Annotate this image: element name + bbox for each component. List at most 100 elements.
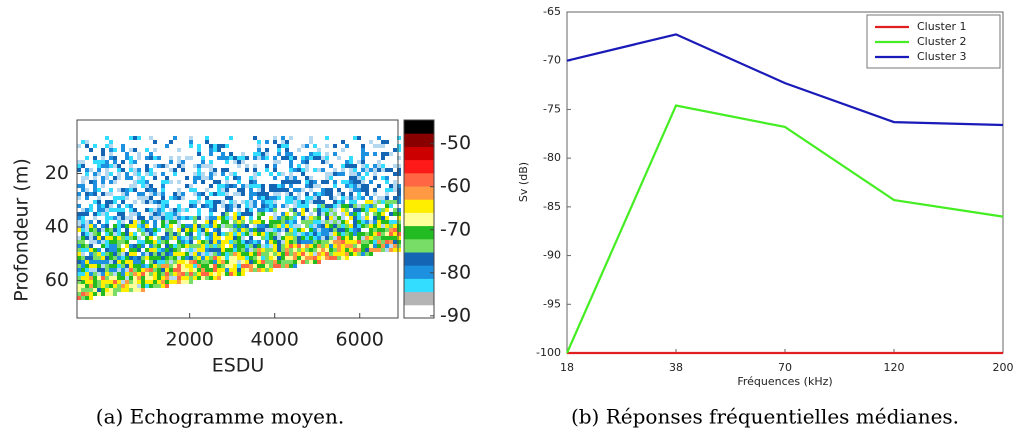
echogram-pixel: [149, 244, 153, 248]
echogram-pixel: [153, 260, 157, 264]
echogram-pixel: [133, 276, 137, 280]
echogram-pixel: [105, 208, 109, 212]
echogram-pixel: [213, 168, 217, 172]
echogram-pixel: [225, 180, 229, 184]
echogram-pixel: [357, 240, 361, 244]
colorbar-cell: [404, 120, 434, 134]
echogram-pixel: [357, 208, 361, 212]
echogram-pixel: [173, 172, 177, 176]
echogram-pixel: [245, 168, 249, 172]
echogram-pixel: [125, 240, 129, 244]
echogram-pixel: [241, 232, 245, 236]
echogram-pixel: [185, 280, 189, 284]
echogram-pixel: [209, 184, 213, 188]
echogram-pixel: [341, 196, 345, 200]
echogram-pixel: [221, 212, 225, 216]
echogram-pixel: [77, 240, 81, 244]
echogram-pixel: [141, 228, 145, 232]
echogram-pixel: [357, 244, 361, 248]
echogram-pixel: [181, 208, 185, 212]
echogram-pixel: [129, 204, 133, 208]
echogram-pixel: [237, 244, 241, 248]
echogram-pixel: [109, 204, 113, 208]
echogram-pixel: [89, 236, 93, 240]
echogram-pixel: [345, 196, 349, 200]
echogram-pixel: [157, 256, 161, 260]
echogram-pixel: [157, 156, 161, 160]
echogram-pixel: [317, 232, 321, 236]
echogram-pixel: [189, 276, 193, 280]
echogram-pixel: [93, 264, 97, 268]
echogram-pixel: [121, 144, 125, 148]
echogram-pixel: [125, 172, 129, 176]
echogram-pixel: [333, 152, 337, 156]
echogram-pixel: [281, 240, 285, 244]
echogram-pixel: [369, 248, 373, 252]
echogram-pixel: [221, 152, 225, 156]
echogram-pixel: [353, 172, 357, 176]
echogram-pixel: [277, 264, 281, 268]
echogram-pixel: [177, 148, 181, 152]
echogram-pixel: [137, 236, 141, 240]
echogram-pixel: [97, 196, 101, 200]
echogram-pixel: [105, 264, 109, 268]
echogram-pixel: [277, 256, 281, 260]
echogram-pixel: [273, 220, 277, 224]
echogram-pixel: [305, 232, 309, 236]
echogram-pixel: [389, 212, 393, 216]
echogram-pixel: [397, 168, 401, 172]
echogram-pixel: [341, 240, 345, 244]
echogram-pixel: [213, 240, 217, 244]
echogram-pixel: [145, 164, 149, 168]
echogram-pixel: [193, 216, 197, 220]
echogram-pixel: [245, 260, 249, 264]
caption: (a) Echogramme moyen.: [96, 405, 344, 429]
echogram-pixel: [193, 224, 197, 228]
echogram-pixel: [349, 160, 353, 164]
echogram-pixel: [145, 188, 149, 192]
y-tick-label: -75: [543, 102, 561, 115]
echogram-pixel: [305, 220, 309, 224]
echogram-pixel: [377, 136, 381, 140]
echogram-pixel: [393, 232, 397, 236]
y-tick-label: -80: [543, 151, 561, 164]
echogram-pixel: [201, 272, 205, 276]
echogram-pixel: [133, 280, 137, 284]
echogram-pixel: [129, 160, 133, 164]
echogram-pixel: [373, 240, 377, 244]
echogram-pixel: [337, 232, 341, 236]
echogram-pixel: [277, 232, 281, 236]
echogram-pixel: [309, 156, 313, 160]
echogram-pixel: [301, 168, 305, 172]
echogram-pixel: [213, 204, 217, 208]
echogram-pixel: [237, 228, 241, 232]
echogram-pixel: [197, 208, 201, 212]
echogram-pixel: [397, 220, 401, 224]
echogram-pixel: [241, 200, 245, 204]
echogram-pixel: [197, 264, 201, 268]
echogram-pixel: [89, 244, 93, 248]
echogram-pixel: [297, 212, 301, 216]
echogram-pixel: [93, 240, 97, 244]
echogram-pixel: [181, 168, 185, 172]
echogram-pixel: [177, 208, 181, 212]
echogram-pixel: [325, 224, 329, 228]
echogram-pixel: [133, 136, 137, 140]
echogram-pixel: [189, 136, 193, 140]
echogram-pixel: [289, 200, 293, 204]
echogram-pixel: [101, 204, 105, 208]
echogram-pixel: [273, 188, 277, 192]
echogram-pixel: [117, 168, 121, 172]
echogram-image: [77, 136, 401, 300]
echogram-pixel: [77, 296, 81, 300]
echogram-pixel: [109, 172, 113, 176]
echogram-pixel: [153, 280, 157, 284]
echogram-pixel: [217, 244, 221, 248]
echogram-pixel: [257, 172, 261, 176]
x-tick-label: 2000: [165, 329, 213, 351]
echogram-pixel: [389, 228, 393, 232]
echogram-pixel: [149, 152, 153, 156]
echogram-pixel: [173, 216, 177, 220]
echogram-pixel: [129, 272, 133, 276]
echogram-pixel: [321, 220, 325, 224]
